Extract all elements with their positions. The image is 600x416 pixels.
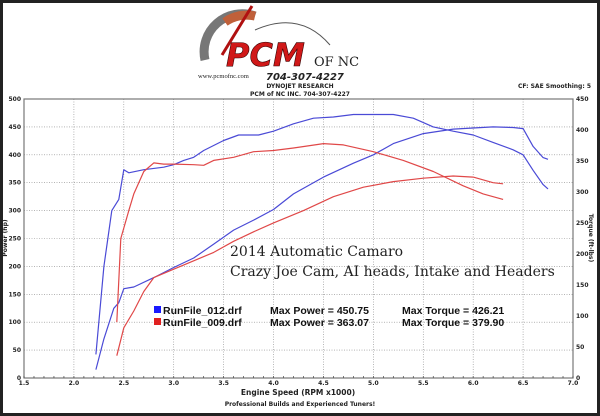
y2-tick-label: 450 (576, 96, 589, 103)
series-line-runfile-012-drf-power (95, 126, 549, 370)
legend-power-1: Max Power = 450.75 (270, 305, 369, 317)
y2-tick-label: 350 (576, 158, 589, 165)
legend-torque-1: Max Torque = 426.21 (402, 305, 504, 317)
legend-swatch-red (154, 318, 161, 325)
y2-tick-label: 200 (576, 251, 589, 258)
y2-tick-label: 50 (576, 344, 584, 351)
x-tick-label: 4.0 (268, 380, 279, 387)
annotation-title: 2014 Automatic Camaro (230, 244, 403, 260)
y2-tick-label: 0 (576, 375, 580, 382)
x-tick-label: 4.5 (318, 380, 329, 387)
y2-tick-label: 250 (576, 220, 589, 227)
plot-border (23, 98, 574, 379)
x-tick-label: 6.5 (518, 380, 529, 387)
y-tick-label: 250 (8, 236, 21, 243)
gauge-needle-icon (220, 5, 254, 56)
series-line-runfile-012-drf-torque (95, 113, 549, 355)
y-tick-label: 500 (8, 96, 21, 103)
settings-text: CF: SAE Smoothing: 5 (518, 83, 591, 90)
legend-swatch-blue (154, 306, 161, 313)
y-tick-label: 400 (8, 152, 21, 159)
logo-text: PCM (226, 36, 305, 74)
header-line2: PCM of NC INC. 704-307-4227 (250, 91, 350, 98)
x-tick-label: 1.5 (19, 380, 30, 387)
y-tick-label: 200 (8, 263, 21, 270)
y-axis-label: Power (hp) (2, 219, 9, 256)
y-tick-label: 450 (8, 124, 21, 131)
logo-suffix: OF NC (314, 55, 359, 70)
x-tick-label: 2.5 (118, 380, 129, 387)
series-line-runfile-009-drf-power (116, 175, 504, 356)
y2-tick-label: 400 (576, 127, 589, 134)
y-tick-label: 100 (8, 319, 21, 326)
annotation-subtitle: Crazy Joe Cam, AI heads, Intake and Head… (230, 264, 555, 280)
y2-tick-label: 100 (576, 313, 589, 320)
y-tick-label: 150 (8, 291, 21, 298)
x-tick-label: 5.0 (368, 380, 379, 387)
car-outline-icon (254, 22, 331, 46)
series-lines (95, 113, 549, 370)
legend: RunFile_012.drf Max Power = 450.75 Max T… (154, 305, 504, 329)
footer-text: Professional Builds and Experienced Tune… (225, 401, 376, 408)
x-tick-label: 7.0 (568, 380, 579, 387)
x-tick-label: 6.0 (468, 380, 479, 387)
y2-tick-label: 300 (576, 189, 589, 196)
y-tick-label: 300 (8, 208, 21, 215)
x-tick-label: 2.0 (69, 380, 80, 387)
legend-file-2: RunFile_009.drf (163, 317, 242, 329)
legend-file-1: RunFile_012.drf (163, 305, 242, 317)
legend-power-2: Max Power = 363.07 (270, 317, 369, 329)
y-tick-label: 50 (13, 347, 21, 354)
x-tick-label: 5.5 (418, 380, 429, 387)
gauge-arc-hot-icon (222, 10, 256, 26)
y-tick-label: 350 (8, 180, 21, 187)
x-tick-label: 3.5 (218, 380, 229, 387)
x-tick-label: 3.0 (168, 380, 179, 387)
ticks: 1.5 2.0 2.5 3.0 3.5 4.0 4.5 5.0 5.5 6.0 6.5 7.00501… (8, 96, 588, 387)
y2-axis-label: Torque (ft-lbs) (587, 214, 594, 263)
y2-tick-label: 150 (576, 282, 589, 289)
pcm-logo: PCM OF NC 704-307-4227 www.pcmofnc.com (198, 5, 359, 83)
y-tick-label: 0 (17, 375, 21, 382)
logo-phone: 704-307-4227 (266, 72, 344, 83)
header-line1: DYNOJET RESEARCH (266, 83, 333, 90)
grid (24, 99, 573, 378)
logo-url: www.pcmofnc.com (198, 73, 249, 80)
series-line-runfile-009-drf-torque (116, 143, 504, 323)
legend-torque-2: Max Torque = 379.90 (402, 317, 504, 329)
x-axis-label: Engine Speed (RPM x1000) (241, 388, 355, 397)
